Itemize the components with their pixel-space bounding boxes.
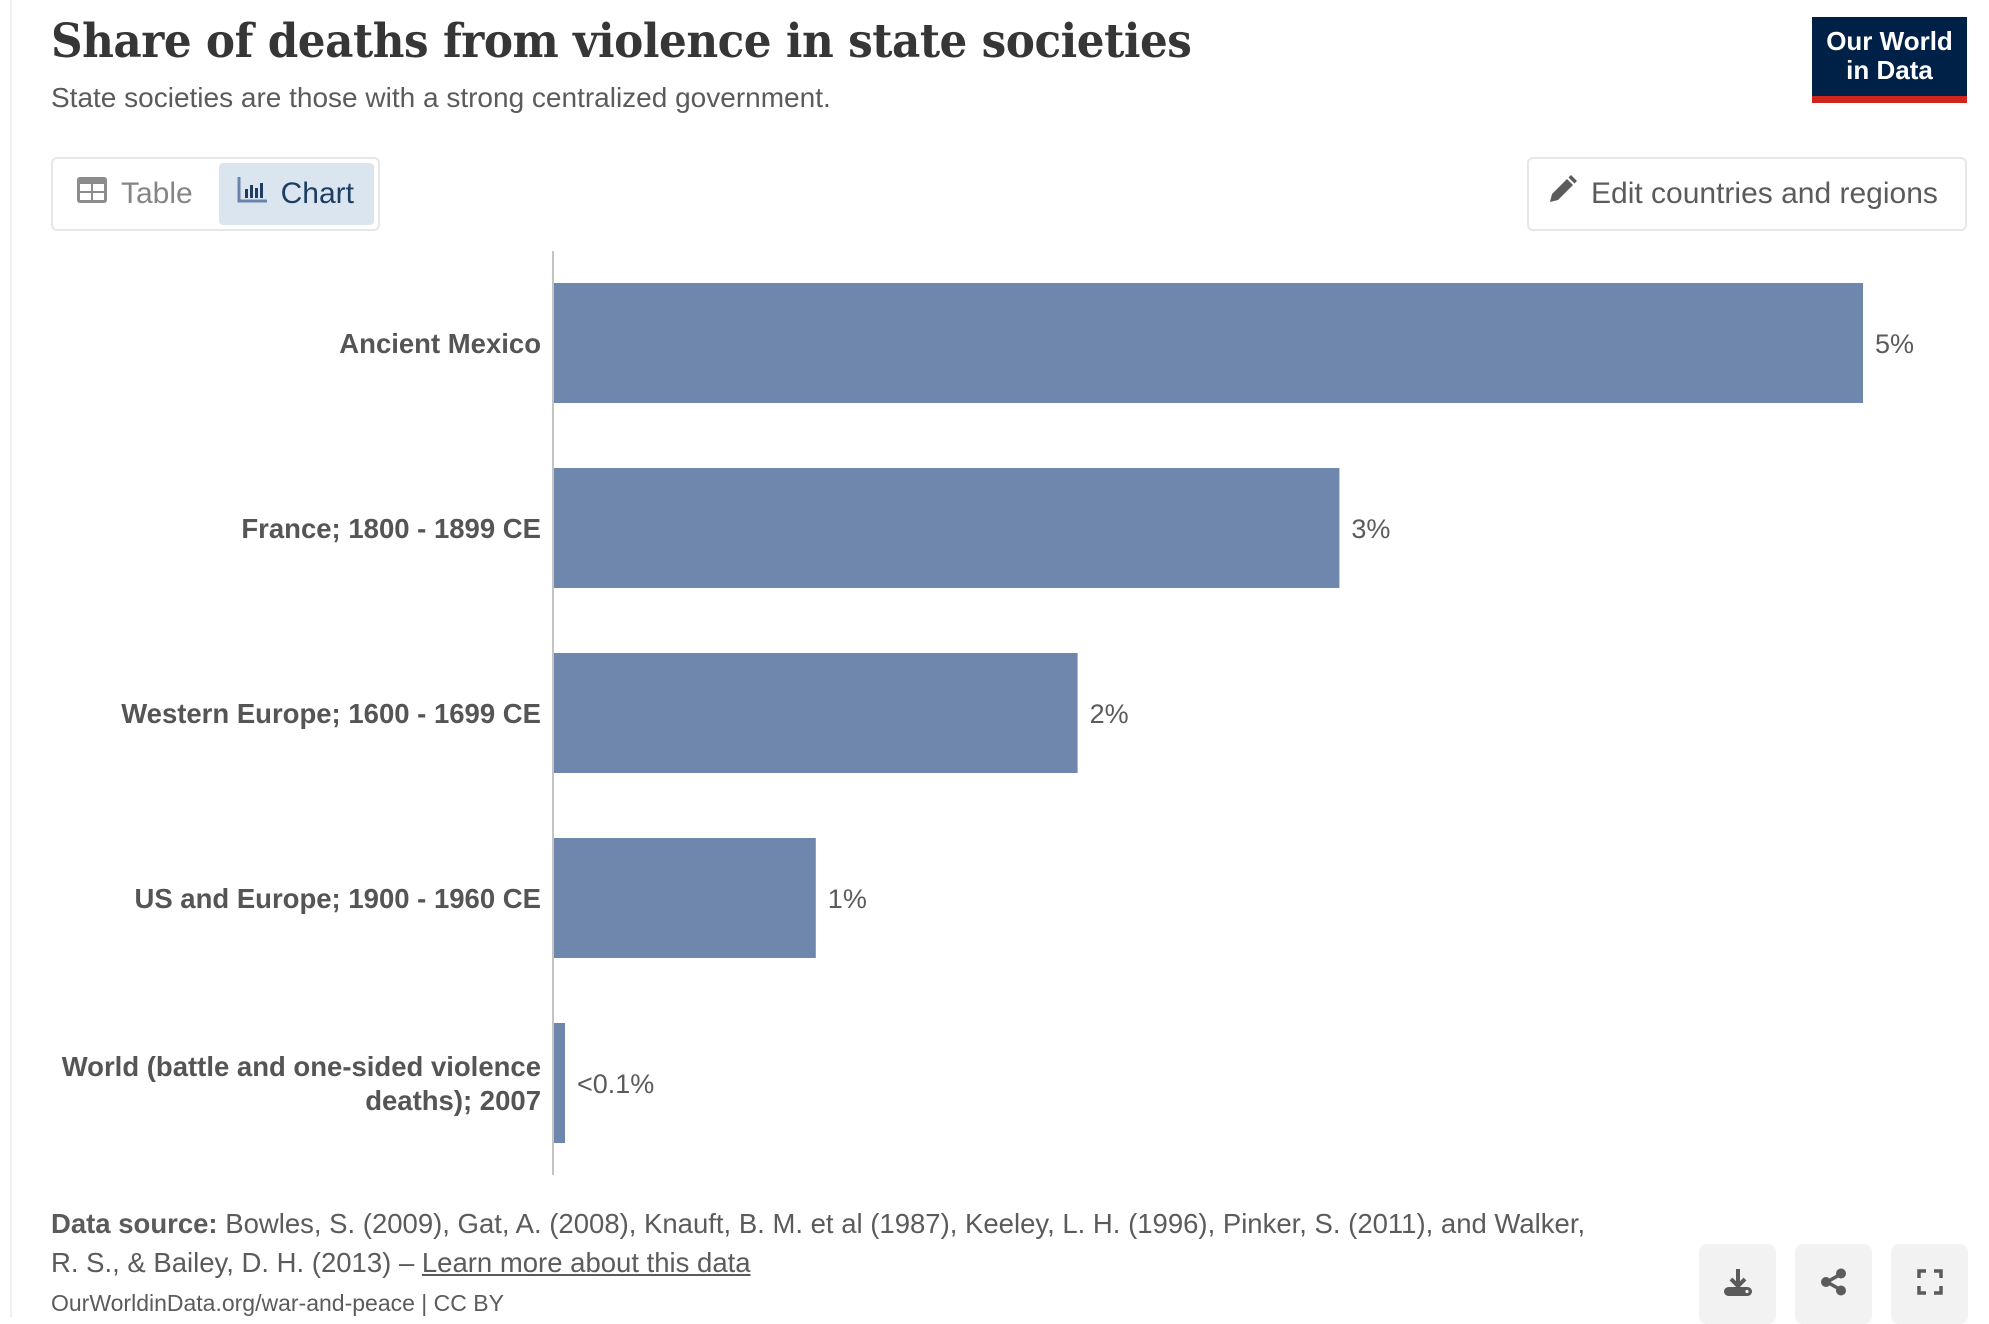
category-label-line: deaths); 2007	[365, 1085, 541, 1116]
learn-more-link[interactable]: Learn more about this data	[421, 1247, 751, 1278]
bar-chart: 5% Ancient Mexico 3% France; 1800 - 1899 CE…	[62, 251, 1914, 1175]
category-label-line: France; 1800 - 1899 CE	[241, 513, 541, 544]
tab-table-label: Table	[121, 177, 193, 210]
value-label: 5%	[1875, 329, 1914, 359]
category-label-line: US and Europe; 1900 - 1960 CE	[134, 883, 541, 914]
category-label-line: Western Europe; 1600 - 1699 CE	[121, 698, 541, 729]
view-toggle: Table Chart	[51, 157, 380, 231]
frame-border	[10, 0, 12, 1317]
download-icon	[1723, 1267, 1753, 1302]
bar-chart-icon	[237, 177, 267, 211]
value-label: 3%	[1351, 514, 1390, 544]
share-button[interactable]	[1795, 1244, 1872, 1324]
edit-countries-label: Edit countries and regions	[1591, 177, 1938, 210]
chart-title: Share of deaths from violence in state s…	[51, 14, 1192, 69]
bar[interactable]	[554, 838, 816, 958]
bar[interactable]	[554, 1023, 565, 1143]
bar[interactable]	[554, 653, 1078, 773]
tab-chart-label: Chart	[280, 177, 354, 210]
category-label: Ancient Mexico	[339, 328, 541, 359]
bar[interactable]	[554, 283, 1863, 403]
share-icon	[1820, 1268, 1848, 1301]
bar[interactable]	[554, 468, 1340, 588]
fullscreen-button[interactable]	[1891, 1244, 1968, 1324]
tab-table[interactable]: Table	[57, 163, 219, 225]
owid-logo[interactable]: Our World in Data	[1812, 17, 1967, 103]
pencil-icon	[1547, 175, 1577, 213]
fullscreen-icon	[1916, 1268, 1943, 1300]
data-source-text: Bowles, S. (2009), Gat, A. (2008), Knauf…	[51, 1208, 1586, 1278]
download-button[interactable]	[1699, 1244, 1776, 1324]
logo-line-2: in Data	[1846, 55, 1933, 85]
value-label: 1%	[828, 884, 867, 914]
edit-countries-button[interactable]: Edit countries and regions	[1527, 157, 1967, 231]
logo-line-1: Our World	[1826, 26, 1953, 56]
category-label: Western Europe; 1600 - 1699 CE	[121, 698, 541, 729]
category-label: France; 1800 - 1899 CE	[241, 513, 541, 544]
url-license: OurWorldinData.org/war-and-peace | CC BY	[51, 1290, 504, 1316]
table-icon	[77, 177, 107, 211]
category-label-line: World (battle and one-sided violence	[62, 1051, 541, 1082]
chart-subtitle: State societies are those with a strong …	[51, 82, 831, 113]
data-source: Data source: Bowles, S. (2009), Gat, A. …	[51, 1204, 1611, 1282]
category-label: US and Europe; 1900 - 1960 CE	[134, 883, 541, 914]
value-label: 2%	[1090, 699, 1129, 729]
tab-chart[interactable]: Chart	[218, 163, 374, 225]
category-label-line: Ancient Mexico	[339, 328, 541, 359]
category-label: World (battle and one-sided violence deat…	[62, 1051, 541, 1116]
value-label: <0.1%	[577, 1069, 654, 1099]
data-source-label: Data source:	[51, 1208, 218, 1239]
